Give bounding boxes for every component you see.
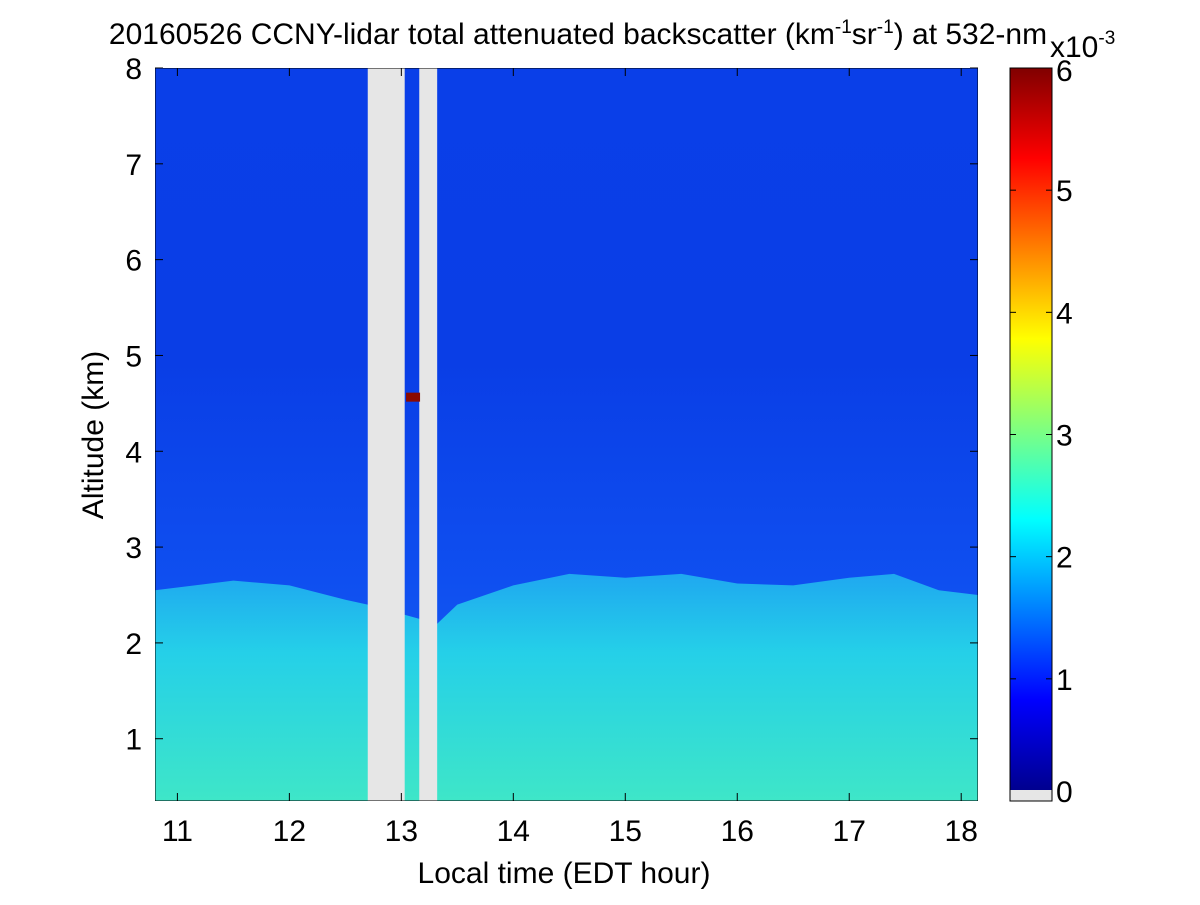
colorbar-multiplier-exp: -3 bbox=[1098, 28, 1115, 49]
colorbar-tick-label-3: 3 bbox=[1056, 420, 1073, 453]
cloud-echo bbox=[406, 392, 421, 402]
x-tick-label-15: 15 bbox=[609, 815, 642, 848]
colorbar-tick-label-2: 2 bbox=[1056, 542, 1073, 575]
plot-area bbox=[155, 68, 978, 801]
y-tick-label-6: 6 bbox=[125, 245, 142, 278]
colorbar-gradient bbox=[1010, 68, 1052, 790]
boundary-layer-aerosol bbox=[155, 573, 978, 801]
colorbar-tick-label-5: 5 bbox=[1056, 175, 1073, 208]
y-tick-label-2: 2 bbox=[125, 628, 142, 661]
x-tick-label-11: 11 bbox=[162, 815, 193, 848]
y-tick-label-5: 5 bbox=[125, 340, 142, 373]
colorbar-multiplier: x10-3 bbox=[1050, 28, 1115, 64]
colorbar-tick-label-6: 6 bbox=[1056, 55, 1073, 88]
data-gap-1 bbox=[367, 68, 405, 801]
x-axis-label: Local time (EDT hour) bbox=[418, 857, 711, 890]
chart-title-prefix: 20160526 CCNY-lidar total attenuated bac… bbox=[109, 18, 835, 51]
colorbar-tick-label-4: 4 bbox=[1056, 297, 1073, 330]
x-tick-label-13: 13 bbox=[385, 815, 418, 848]
colorbar-no-data bbox=[1010, 790, 1052, 801]
chart-title-mid: sr bbox=[852, 18, 877, 51]
y-tick-label-8: 8 bbox=[125, 53, 142, 86]
y-tick-label-1: 1 bbox=[125, 724, 142, 757]
colorbar-multiplier-base: x10 bbox=[1050, 31, 1098, 64]
chart-title: 20160526 CCNY-lidar total attenuated bac… bbox=[109, 17, 1047, 51]
chart-title-sup2: -1 bbox=[877, 17, 894, 38]
y-tick-label-4: 4 bbox=[125, 436, 142, 469]
x-tick-label-16: 16 bbox=[721, 815, 754, 848]
x-tick-label-14: 14 bbox=[497, 815, 530, 848]
y-axis: 1 2 3 4 5 6 7 8 bbox=[125, 53, 978, 757]
y-tick-label-3: 3 bbox=[125, 532, 142, 565]
y-tick-label-7: 7 bbox=[125, 149, 142, 182]
x-tick-label-17: 17 bbox=[833, 815, 866, 848]
colorbar: 0 1 2 3 4 5 6 x10-3 bbox=[1009, 28, 1115, 809]
colorbar-tick-label-1: 1 bbox=[1056, 664, 1073, 697]
data-gap-2 bbox=[419, 68, 438, 801]
y-axis-label: Altitude (km) bbox=[77, 351, 110, 519]
x-axis: 11 12 13 14 15 16 17 18 bbox=[162, 68, 978, 848]
x-tick-label-12: 12 bbox=[273, 815, 306, 848]
chart-title-sup1: -1 bbox=[835, 17, 852, 38]
colorbar-tick-label-0: 0 bbox=[1056, 776, 1073, 809]
chart-title-suffix: ) at 532-nm bbox=[894, 18, 1047, 51]
x-tick-label-18: 18 bbox=[945, 815, 978, 848]
